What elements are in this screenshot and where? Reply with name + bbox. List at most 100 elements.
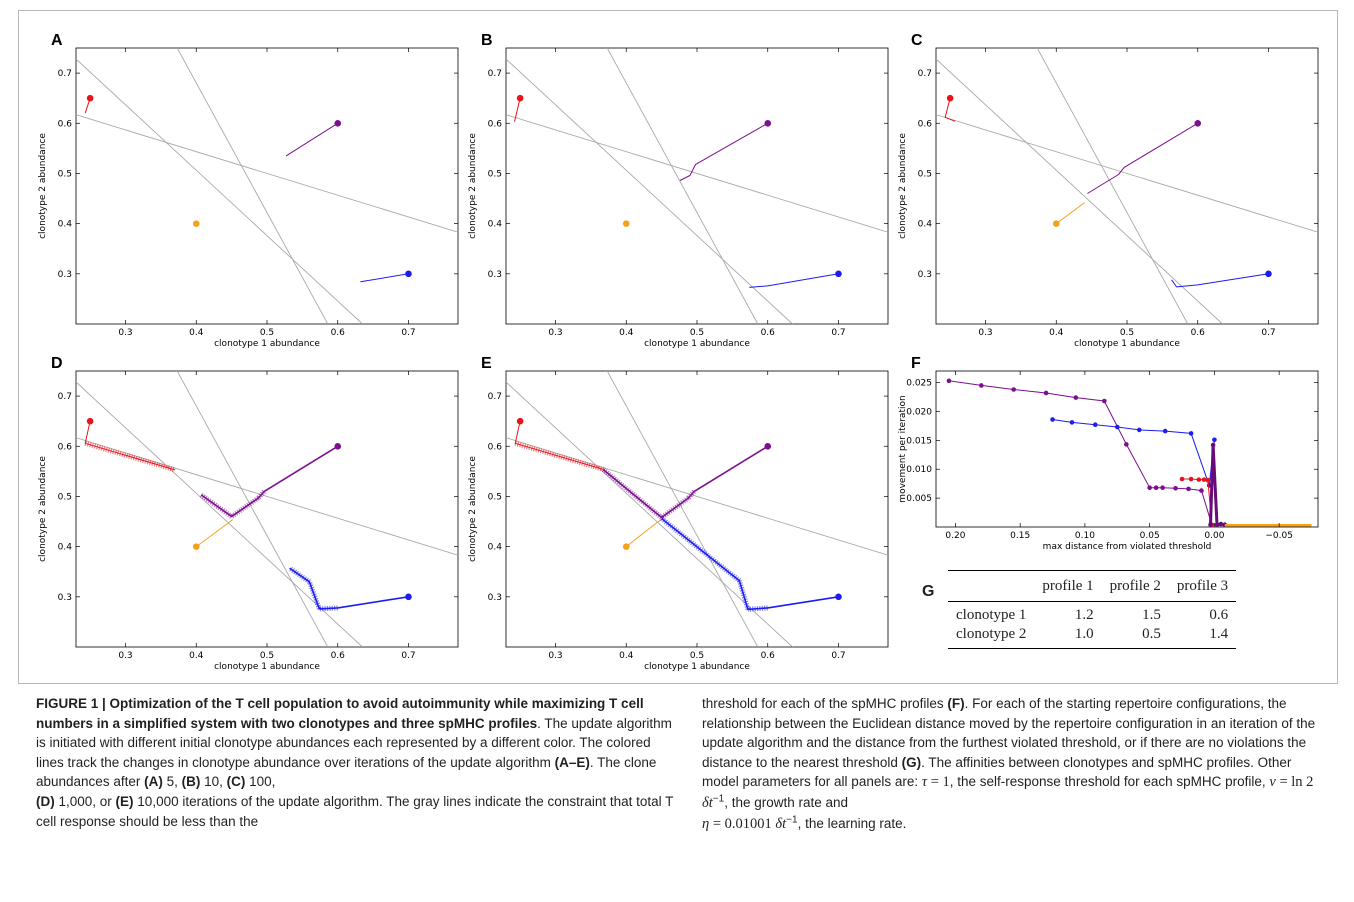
start-point-orange xyxy=(622,220,630,227)
plot-area xyxy=(75,47,459,325)
y-axis-label: clonotype 2 abundance xyxy=(38,456,48,562)
table-header-cell: profile 3 xyxy=(1168,570,1237,602)
x-tick-label: 0.3 xyxy=(548,328,562,338)
table-header-cell: profile 2 xyxy=(1101,570,1169,602)
panel-letter: D xyxy=(51,355,63,372)
x-tick-label: −0.05 xyxy=(1265,531,1293,541)
movement-point-purple xyxy=(1073,395,1079,400)
caption-text: . For each of the starting repertoire co… xyxy=(702,696,1316,770)
x-axis-label: clonotype 1 abundance xyxy=(214,339,320,349)
y-tick-label: 0.4 xyxy=(488,220,503,230)
movement-point-purple xyxy=(1011,387,1016,392)
start-point-red xyxy=(86,417,94,425)
x-tick-label: 0.4 xyxy=(189,328,204,338)
caption-text: threshold for each of the spMHC profiles xyxy=(702,696,948,711)
panel-letter: A xyxy=(51,32,63,49)
start-point-blue xyxy=(835,593,842,601)
start-point-red xyxy=(516,94,524,102)
trajectory-band-purple xyxy=(602,467,664,520)
trajectory-band-blue xyxy=(288,566,311,584)
caption-text: 100, xyxy=(245,774,276,790)
math-symbol: δt xyxy=(775,815,787,832)
x-tick-label: 0.6 xyxy=(761,651,776,661)
trajectory-blue xyxy=(749,273,839,288)
caption-right-column: threshold for each of the spMHC profiles… xyxy=(702,694,1322,834)
trajectory-blue xyxy=(661,517,839,611)
x-axis-label: clonotype 1 abundance xyxy=(644,339,750,349)
x-tick-label: 0.7 xyxy=(401,328,415,338)
start-point-purple xyxy=(764,119,772,127)
y-tick-label: 0.6 xyxy=(58,442,73,452)
x-tick-label: 0.7 xyxy=(831,328,845,338)
caption-text: . The update algorithm is initiated with… xyxy=(36,715,672,770)
panel-ref: (C) xyxy=(226,774,246,790)
chart-panel-a: 0.3 0.4 0.5 0.6 0.7 0.3 0.4 0.5 0.6 0.7 clonotype … xyxy=(38,32,459,349)
caption-text: . The affinities between clonotypes and … xyxy=(702,754,1292,790)
trajectory-blue xyxy=(360,273,409,283)
y-tick-label: 0.6 xyxy=(488,119,503,129)
start-point-orange xyxy=(622,543,630,550)
threshold-line xyxy=(176,48,329,324)
y-tick-label: 0.025 xyxy=(906,379,932,389)
movement-point-purple xyxy=(1186,486,1191,492)
plot-area xyxy=(75,370,459,648)
x-tick-label: 0.3 xyxy=(978,328,992,338)
x-tick-label: 0.3 xyxy=(118,651,132,661)
start-point-red xyxy=(946,94,954,102)
movement-point-red xyxy=(1205,477,1211,483)
x-tick-label: 0.7 xyxy=(401,651,415,661)
y-tick-label: 0.6 xyxy=(488,442,503,452)
threshold-line xyxy=(606,371,759,647)
start-point-orange xyxy=(192,220,200,227)
start-point-purple xyxy=(764,442,772,450)
start-point-purple xyxy=(334,119,342,127)
start-point-red xyxy=(86,94,94,102)
movement-point-purple_dark xyxy=(1208,522,1213,527)
caption-text: , the self-response threshold for each s… xyxy=(949,774,1270,790)
plot-content xyxy=(936,48,1318,324)
x-tick-label: 0.5 xyxy=(1120,328,1134,338)
x-tick-label: 0.7 xyxy=(831,651,845,661)
caption-text: 1,000, or xyxy=(54,793,116,809)
movement-point-purple xyxy=(1173,485,1178,491)
movement-point-red xyxy=(1196,477,1202,482)
table-cell: 1.2 xyxy=(1074,607,1094,623)
y-tick-label: 0.3 xyxy=(58,593,72,603)
y-tick-label: 0.5 xyxy=(58,492,72,502)
y-axis-label: clonotype 2 abundance xyxy=(468,133,478,239)
plot-area xyxy=(935,370,1319,528)
x-tick-label: 0.3 xyxy=(118,328,132,338)
x-tick-label: 0.6 xyxy=(331,651,346,661)
panel-letter: E xyxy=(481,355,492,372)
chart-panel-e: 0.3 0.4 0.5 0.6 0.7 0.3 0.4 0.5 0.6 0.7 clonotype … xyxy=(468,355,889,672)
panel-letter-g: G xyxy=(922,583,935,600)
y-tick-label: 0.3 xyxy=(58,270,72,280)
chart-panel-d: 0.3 0.4 0.5 0.6 0.7 0.3 0.4 0.5 0.6 0.7 clonotype … xyxy=(38,355,459,672)
y-tick-label: 0.7 xyxy=(918,69,932,79)
movement-point-purple_dark xyxy=(1214,522,1220,527)
table-cell: 1.0 xyxy=(1034,625,1102,649)
movement-point-blue xyxy=(1137,427,1142,433)
table-row: clonotype 2 1.0 0.5 1.4 xyxy=(948,625,1237,649)
movement-point-blue xyxy=(1069,420,1075,425)
threshold-line xyxy=(76,114,458,233)
movement-point-blue xyxy=(1212,437,1217,443)
movement-point-red xyxy=(1201,477,1207,482)
x-tick-label: 0.10 xyxy=(1075,531,1095,541)
math-symbol: τ xyxy=(921,774,928,791)
trajectory-purple xyxy=(285,122,338,157)
threshold-line xyxy=(936,114,1318,233)
x-tick-label: 0.4 xyxy=(189,651,204,661)
x-axis-label: clonotype 1 abundance xyxy=(1074,339,1180,349)
threshold-line xyxy=(936,58,1223,324)
trajectory-orange xyxy=(1056,202,1085,225)
trajectory-purple xyxy=(1087,122,1198,194)
math-value: = 1 xyxy=(927,774,950,791)
caption-text: , the learning rate. xyxy=(797,815,907,831)
x-tick-label: 0.15 xyxy=(1010,531,1030,541)
row-label: clonotype 1 xyxy=(956,607,1027,623)
y-tick-label: 0.010 xyxy=(906,465,932,475)
math-exponent: −1 xyxy=(712,793,725,805)
threshold-line xyxy=(606,48,759,324)
start-point-purple xyxy=(334,442,342,450)
